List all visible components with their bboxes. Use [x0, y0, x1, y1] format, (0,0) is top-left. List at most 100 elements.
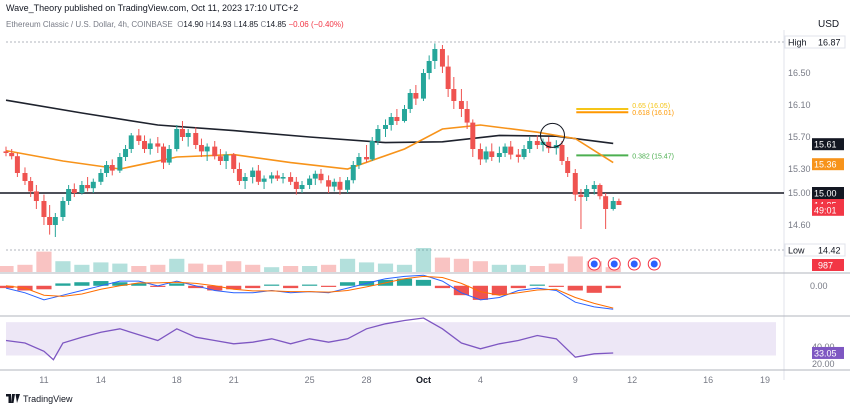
volume-bar	[320, 264, 337, 272]
x-tick-label: Oct	[416, 375, 431, 385]
publisher-credit: Wave_Theory published on TradingView.com…	[6, 3, 299, 13]
candle-body	[179, 129, 185, 137]
macd-histogram-bar	[320, 285, 337, 287]
macd-histogram-bar	[112, 282, 128, 286]
candle-body	[345, 180, 351, 190]
volume-bar	[548, 263, 564, 272]
macd-histogram-bar	[339, 282, 356, 286]
candle-body	[98, 173, 104, 182]
candle-body	[293, 181, 299, 189]
price-tick-label: 15.30	[788, 164, 811, 174]
candle-body	[401, 109, 407, 121]
candle-body	[185, 133, 191, 137]
high-marker	[784, 35, 846, 49]
candle-body	[502, 146, 508, 153]
volume-bar	[0, 266, 14, 272]
macd-histogram-bar	[207, 285, 223, 291]
candle-body	[217, 156, 223, 161]
candle-body	[128, 135, 134, 149]
candle-body	[534, 141, 540, 145]
macd-histogram-bar	[74, 282, 90, 286]
macd-tick-label: 0.00	[810, 281, 828, 291]
candle-body	[155, 143, 161, 147]
volume-bar	[510, 264, 526, 272]
symbol-name: Ethereum Classic / U.S. Dollar, 4h, COIN…	[6, 20, 173, 29]
volume-bar	[491, 264, 507, 272]
ohlc-high-label: H	[205, 20, 212, 29]
candle-body	[515, 154, 521, 157]
macd-histogram-bar	[434, 285, 451, 289]
candle-body	[250, 170, 256, 177]
macd-histogram-bar	[529, 284, 545, 286]
candle-body	[274, 175, 280, 179]
candle-body	[9, 153, 15, 157]
volume-bar	[112, 263, 128, 272]
macd-histogram-bar	[453, 285, 470, 296]
candle-body	[90, 181, 96, 189]
candle-body	[280, 177, 286, 179]
candle-body	[261, 178, 267, 182]
volume-bar	[453, 258, 470, 272]
candle-body	[160, 146, 166, 163]
candle-body	[47, 217, 53, 225]
candle-body	[331, 181, 337, 187]
x-tick-label: 14	[96, 375, 106, 385]
ohlc-low-value: 14.85	[238, 20, 259, 29]
volume-bar	[169, 258, 185, 272]
macd-histogram-bar	[548, 285, 564, 287]
macd-histogram-bar	[188, 285, 204, 289]
candle-body	[407, 93, 413, 109]
rsi-tag	[812, 346, 844, 359]
high-marker-value: 16.87	[818, 38, 841, 48]
rsi-tag-text: 33.05	[814, 348, 837, 358]
x-tick-label: 4	[478, 375, 483, 385]
candle-body	[231, 154, 237, 169]
event-flag-icon	[650, 260, 658, 268]
event-flag-icon	[610, 260, 618, 268]
candle-body	[223, 154, 229, 161]
macd-histogram-bar	[396, 278, 413, 286]
candle-body	[426, 61, 432, 73]
candle-body	[299, 185, 305, 189]
volume-bar	[188, 263, 204, 272]
candle-body	[28, 181, 34, 192]
x-tick-label: 21	[229, 375, 239, 385]
volume-bar	[339, 258, 356, 272]
x-tick-label: 25	[305, 375, 315, 385]
support-tag-text: 15.00	[814, 189, 837, 199]
ema200-tag	[812, 138, 844, 151]
ema50-line	[5, 124, 614, 170]
low-marker-value: 14.42	[818, 246, 841, 256]
candle-body	[470, 122, 476, 149]
candle-body	[572, 173, 578, 195]
ema-crossover-circle	[539, 122, 565, 148]
volume-bar	[55, 261, 71, 272]
ohlc-close-value: 14.85	[266, 20, 287, 29]
candle-body	[350, 165, 356, 181]
candle-body	[610, 201, 616, 209]
low-marker-label: Low	[788, 246, 805, 256]
candle-body	[597, 185, 603, 197]
candle-body	[147, 143, 153, 149]
ema200-tag-text: 15.61	[814, 140, 837, 150]
candle-body	[369, 141, 375, 160]
candle-body	[356, 157, 362, 165]
x-tick-label: 12	[627, 375, 637, 385]
candle-body	[375, 129, 381, 141]
volume-bar	[529, 266, 545, 272]
macd-histogram-bar	[150, 285, 166, 287]
fib-0.382-label: 0.382 (15.47)	[632, 153, 674, 160]
candle-body	[458, 101, 464, 109]
candle-body	[255, 170, 261, 182]
candle-body	[383, 125, 389, 129]
candle-body	[117, 157, 123, 171]
volume-bar	[74, 264, 90, 272]
volume-bar	[36, 251, 52, 272]
ema200-line	[5, 99, 614, 145]
candle-body	[578, 194, 584, 197]
candle-body	[22, 173, 28, 181]
countdown-tag	[812, 203, 844, 216]
volume-bar	[434, 257, 451, 272]
macd-histogram-bar	[510, 285, 526, 289]
